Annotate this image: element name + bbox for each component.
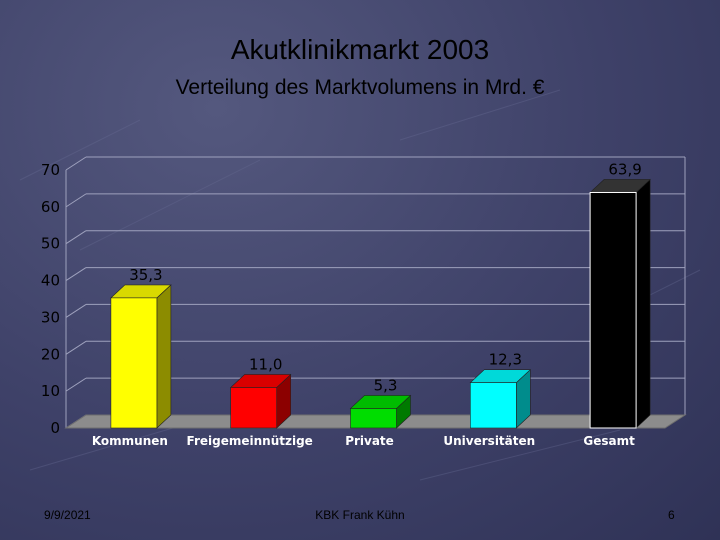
y-tick-label: 70: [41, 161, 60, 179]
slide-title: Akutklinikmarkt 2003: [230, 34, 490, 65]
data-label: 63,9: [608, 160, 641, 178]
y-tick-label: 10: [41, 382, 60, 400]
category-label: Gesamt: [583, 434, 635, 448]
y-tick-label: 30: [41, 308, 60, 326]
data-label: 35,3: [129, 266, 162, 284]
category-label: Freigemeinnützige: [187, 434, 313, 448]
data-label: 5,3: [374, 376, 398, 394]
bar-side: [635, 178, 651, 429]
bar-gesamt: [589, 191, 637, 429]
footer-date: 9/9/2021: [44, 508, 91, 522]
bar-universitäten: [469, 382, 517, 429]
gridline-diagonal: [65, 304, 87, 318]
data-label: 11,0: [249, 355, 282, 373]
bar-private: [350, 408, 397, 429]
y-tick-label: 0: [50, 419, 60, 437]
y-tick-label: 40: [41, 272, 60, 290]
gridline-diagonal: [65, 267, 87, 281]
footer-author: KBK Frank Kühn: [315, 508, 405, 522]
bar-freigemeinnützige: [230, 387, 277, 429]
bar-side: [156, 284, 172, 429]
category-label: Kommunen: [92, 434, 168, 448]
gridline-diagonal: [65, 230, 87, 245]
bar-kommunen: [110, 297, 158, 429]
footer-page-number: 6: [668, 508, 675, 522]
y-tick-label: 50: [41, 235, 60, 253]
category-label: Private: [345, 434, 394, 448]
y-tick-label: 20: [41, 345, 60, 363]
slide-subtitle: Verteilung des Marktvolumens in Mrd. €: [175, 76, 545, 99]
gridline-diagonal: [65, 156, 87, 171]
gridline-diagonal: [65, 340, 87, 355]
data-label: 12,3: [489, 351, 522, 369]
category-label: Universitäten: [443, 434, 535, 448]
gridline-diagonal: [65, 193, 87, 208]
gridline-diagonal: [65, 377, 87, 392]
y-tick-label: 60: [41, 198, 60, 216]
